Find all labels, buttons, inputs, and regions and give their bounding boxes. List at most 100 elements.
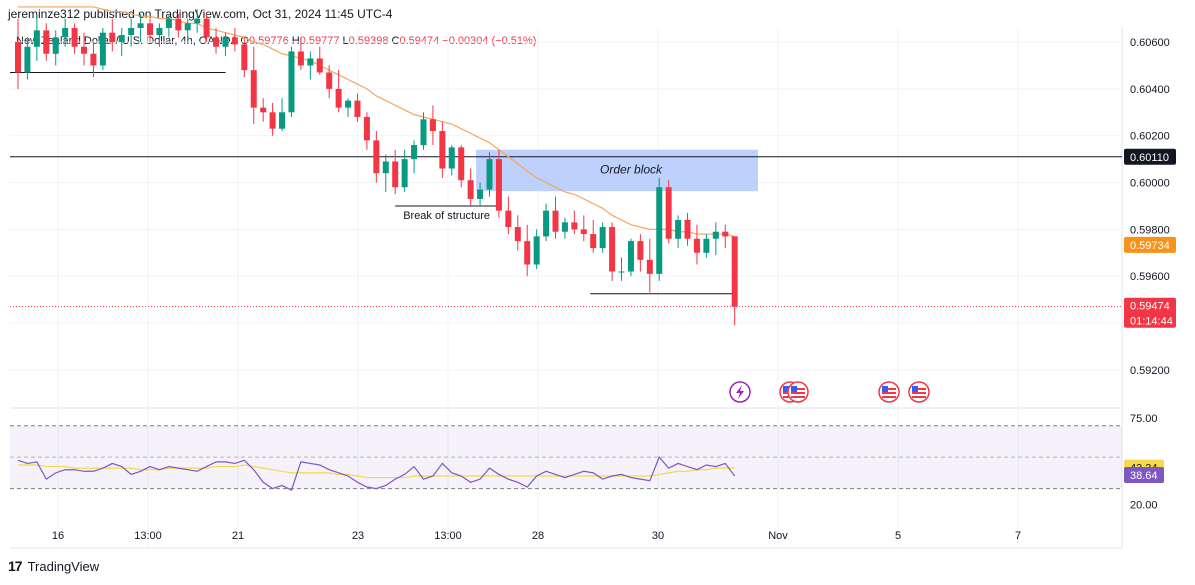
candle-body	[231, 37, 238, 45]
time-tick-label: 13:00	[434, 530, 462, 542]
lightning-bolt-icon	[736, 385, 744, 399]
candle-body	[260, 107, 267, 113]
publisher-line: jereminze312 published on TradingView.co…	[8, 7, 393, 21]
close-label: C	[391, 35, 400, 47]
high-value: 0.59777	[299, 35, 340, 47]
candle-body	[15, 42, 21, 73]
candle-body	[684, 220, 691, 239]
time-tick-label: 23	[352, 530, 364, 542]
flag-stripe	[791, 388, 805, 390]
flag-stripe	[882, 392, 896, 394]
candle-body	[580, 229, 587, 235]
candle-body	[222, 37, 229, 47]
candle-body	[90, 53, 97, 66]
price-tick-label: 0.60400	[1130, 84, 1170, 96]
candle-body	[345, 100, 352, 108]
candle-body	[533, 236, 540, 265]
candle-body	[618, 271, 625, 273]
flag-stripe	[791, 396, 805, 398]
candle-body	[665, 187, 672, 239]
candle-body	[194, 18, 201, 24]
candle-body	[590, 234, 597, 249]
candle-body	[561, 222, 568, 232]
high-label: H	[291, 35, 300, 47]
time-tick-label: Nov	[768, 530, 788, 542]
candle-body	[156, 28, 163, 36]
candle-body	[448, 147, 455, 169]
candle-body	[552, 210, 559, 232]
flag-stripe	[882, 396, 896, 398]
candle-body	[147, 23, 154, 36]
candle-body	[241, 44, 248, 71]
candle-body	[316, 58, 323, 73]
time-tick-label: 7	[1015, 530, 1021, 542]
candle-body	[401, 159, 408, 188]
candle-body	[571, 222, 578, 230]
rsi-line	[17, 456, 736, 491]
candle-body	[467, 180, 474, 199]
candle-body	[109, 32, 116, 43]
time-tick-label: 16	[52, 530, 64, 542]
candle-body	[703, 238, 710, 253]
flag-stripe	[912, 388, 926, 390]
candle-body	[363, 116, 370, 141]
price-tag-red	[1124, 297, 1176, 328]
candle-body	[637, 241, 644, 260]
candle-body	[250, 70, 257, 108]
candle-body	[627, 241, 634, 272]
candle-body	[514, 227, 521, 242]
change-value: −0.00304 (−0.51%)	[442, 35, 537, 47]
candle-body	[279, 112, 286, 129]
candle-body	[307, 58, 314, 66]
flag-canton	[783, 386, 789, 392]
brand-name: TradingView	[27, 558, 100, 574]
candle-body	[411, 145, 418, 160]
candle-body	[52, 37, 59, 54]
tradingview-logo[interactable]: 17 TradingView	[8, 558, 99, 574]
order-block-label: Order block	[600, 163, 663, 177]
time-tick-label: 5	[895, 530, 901, 542]
low-label: L	[342, 35, 349, 47]
candle-body	[722, 231, 729, 237]
candle-body	[269, 112, 276, 129]
candle-body	[495, 159, 502, 211]
candle-body	[675, 220, 682, 239]
flag-stripe	[912, 396, 926, 398]
price-tag-label: 0.59734	[1130, 240, 1170, 252]
candle-body	[175, 18, 182, 31]
candle-body	[165, 18, 172, 28]
price-tag-black	[1124, 148, 1176, 165]
candle-body	[118, 35, 125, 43]
candle-body	[137, 23, 144, 28]
price-tick-label: 0.60600	[1130, 37, 1170, 49]
tradingview-mark-icon: 17	[8, 558, 23, 574]
candle-body	[326, 72, 333, 89]
close-value: 0.59474	[399, 35, 440, 47]
candle-body	[392, 161, 399, 188]
countdown-label: 01:14:44	[1130, 316, 1173, 328]
price-tag-orange	[1124, 236, 1176, 253]
candle-body	[543, 210, 550, 237]
candle-body	[420, 119, 427, 146]
candle-body	[712, 231, 719, 239]
candle-body	[693, 238, 700, 253]
candle-body	[731, 236, 738, 307]
candle-body	[99, 32, 106, 66]
price-tag-label: 0.59474	[1130, 301, 1170, 313]
price-tick-label: 0.59200	[1130, 365, 1170, 377]
candle-body	[184, 23, 191, 31]
candle-body	[429, 119, 436, 132]
time-tick-label: 30	[652, 530, 664, 542]
candle-body	[33, 30, 40, 47]
candle-body	[439, 131, 446, 169]
flag-canton	[882, 386, 888, 392]
flag-stripe	[791, 392, 805, 394]
candle-body	[81, 46, 88, 54]
symbol-name[interactable]: New Zealand Dollar / U.S. Dollar, 4h, OA…	[16, 35, 238, 47]
candle-body	[297, 51, 304, 66]
candle-body	[505, 210, 512, 228]
candle-body	[646, 259, 653, 274]
candle-body	[656, 187, 663, 274]
rsi-value-label: 38.64	[1130, 470, 1158, 482]
